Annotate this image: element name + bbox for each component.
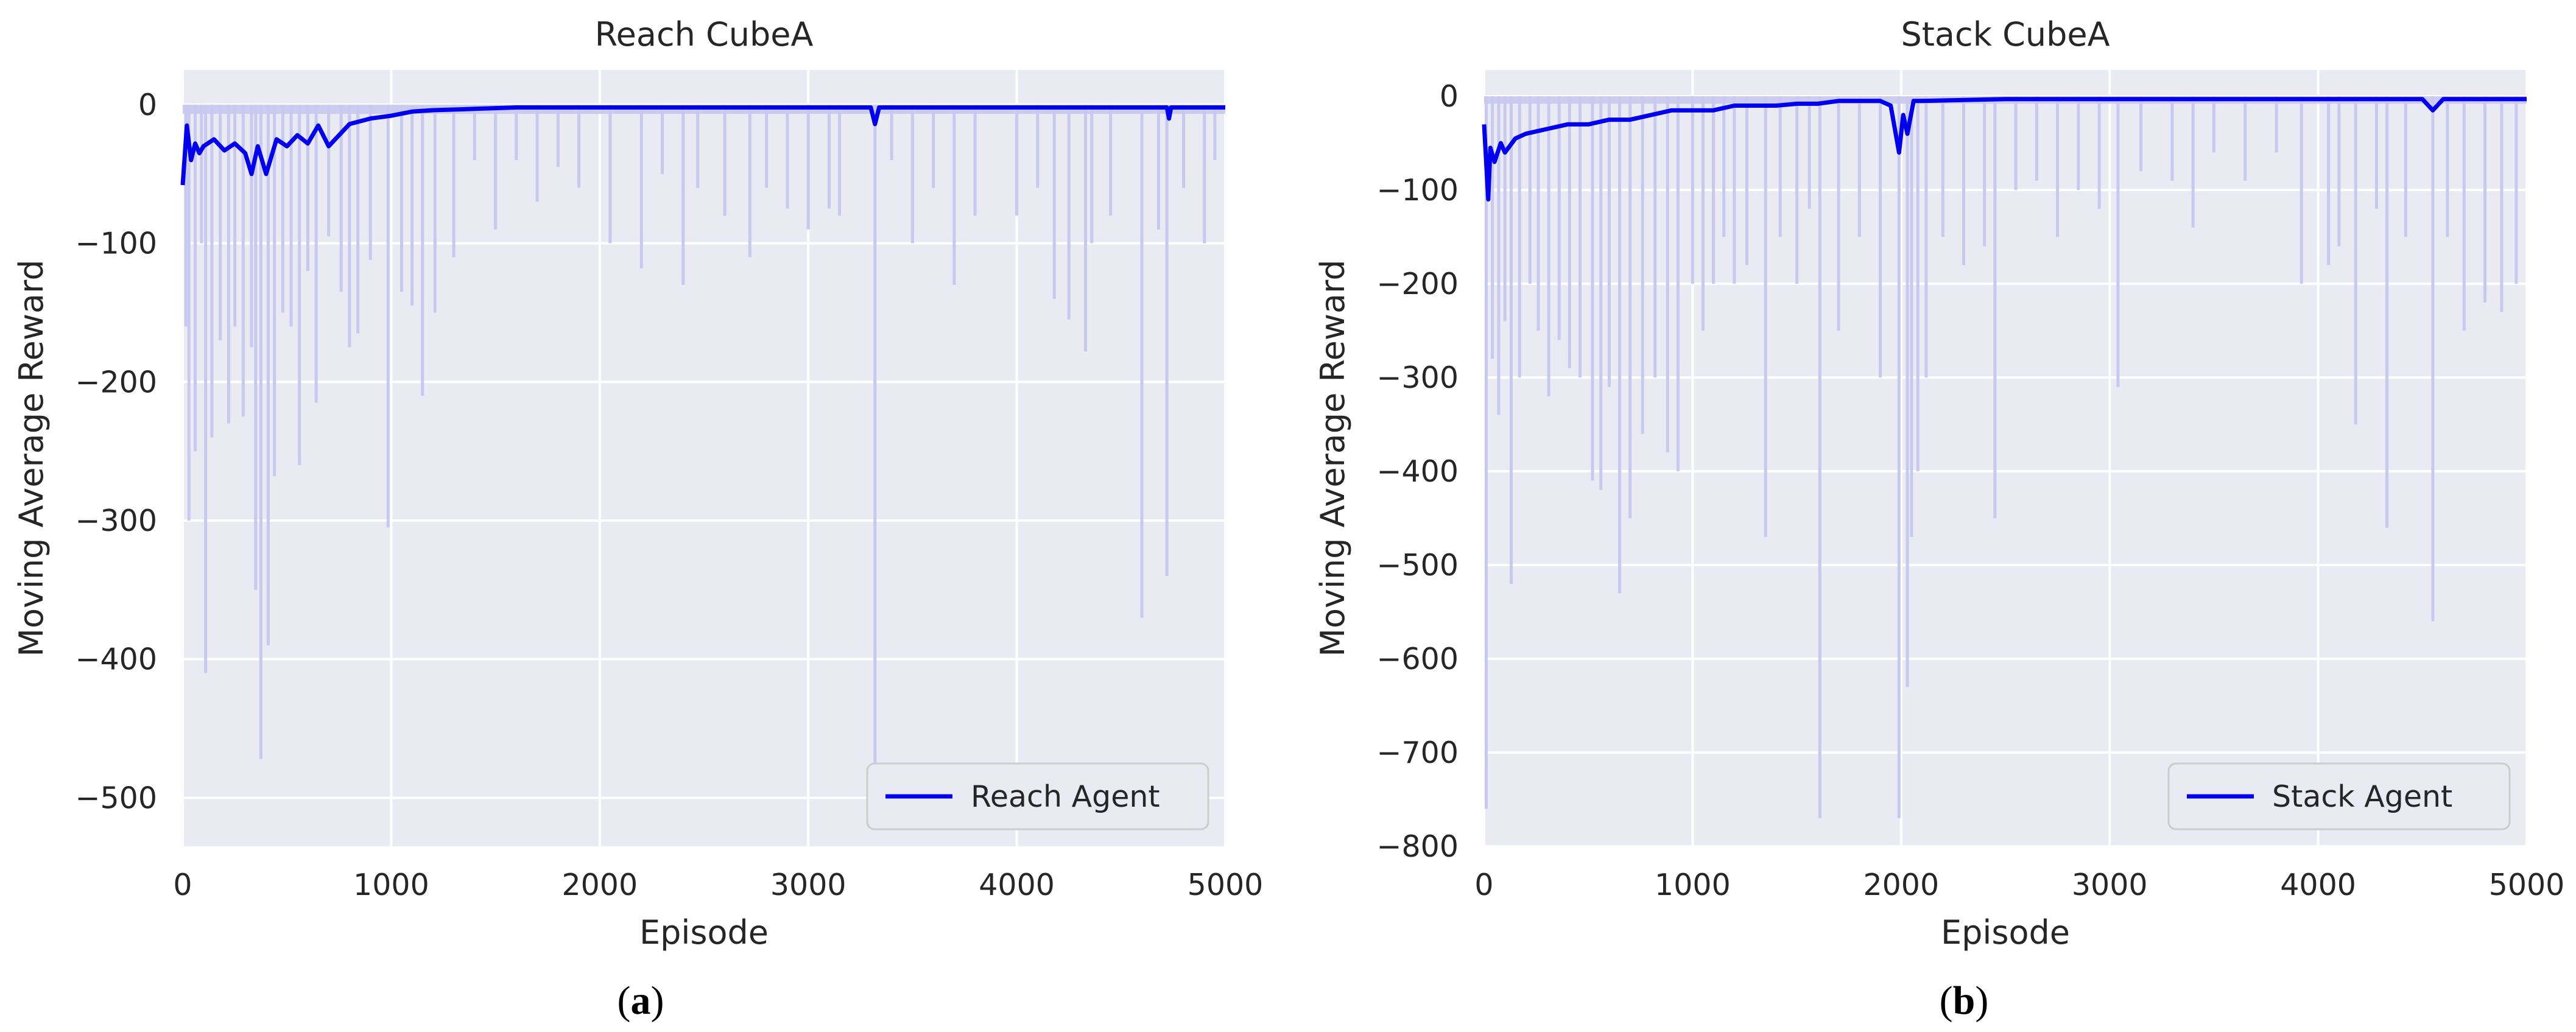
chart-title: Stack CubeA bbox=[1901, 15, 2110, 54]
x-tick-label: 2000 bbox=[1863, 868, 1939, 902]
x-axis-label: Episode bbox=[1941, 913, 2070, 952]
y-tick-label: −100 bbox=[1376, 173, 1459, 208]
x-tick-label: 3000 bbox=[770, 868, 846, 902]
y-tick-label: 0 bbox=[138, 88, 157, 122]
x-tick-label: 4000 bbox=[2280, 868, 2356, 902]
y-tick-labels: 0 −100 −200 −300 −400 −500 bbox=[75, 88, 157, 815]
caption-close-paren: ) bbox=[651, 978, 664, 1023]
legend: Stack Agent bbox=[2167, 762, 2511, 830]
y-tick-label: −100 bbox=[75, 226, 157, 261]
y-tick-label: −600 bbox=[1376, 642, 1459, 676]
legend-label: Stack Agent bbox=[2272, 779, 2452, 814]
y-tick-label: −500 bbox=[75, 781, 157, 815]
x-tick-label: 1000 bbox=[1655, 868, 1731, 902]
caption-letter: b bbox=[1953, 978, 1976, 1023]
y-axis-label: Moving Average Reward bbox=[12, 259, 51, 656]
moving-average-line bbox=[180, 105, 1225, 186]
panel-a: 0 1000 2000 3000 4000 5000 0 −100 −200 −300 −400 −… bbox=[12, 15, 1263, 1023]
x-tick-labels: 0 1000 2000 3000 4000 5000 bbox=[173, 868, 1263, 902]
panel-caption: (b) bbox=[1940, 978, 1989, 1023]
x-tick-label: 5000 bbox=[2489, 868, 2565, 902]
y-tick-label: −500 bbox=[1376, 548, 1459, 583]
y-tick-label: −400 bbox=[1376, 454, 1459, 489]
raw-reward-spikes bbox=[1484, 96, 2527, 818]
plot-area-background bbox=[1484, 70, 2527, 846]
panel-b: 0 1000 2000 3000 4000 5000 0 −100 −200 −300 −400 −… bbox=[1314, 15, 2564, 1023]
y-tick-label: 0 bbox=[1440, 79, 1459, 114]
y-tick-label: −700 bbox=[1376, 735, 1459, 770]
caption-letter: a bbox=[631, 978, 651, 1023]
y-tick-label: −300 bbox=[1376, 360, 1459, 395]
x-tick-label: 2000 bbox=[561, 868, 638, 902]
caption-open-paren: ( bbox=[618, 978, 631, 1023]
x-tick-label: 3000 bbox=[2072, 868, 2148, 902]
legend-box bbox=[2167, 762, 2511, 830]
y-axis-label: Moving Average Reward bbox=[1314, 259, 1352, 656]
panel-caption: (a) bbox=[618, 978, 664, 1023]
y-tick-label: −300 bbox=[75, 504, 157, 538]
caption-close-paren: ) bbox=[1975, 978, 1988, 1023]
x-tick-label: 5000 bbox=[1188, 868, 1264, 902]
y-tick-label: −800 bbox=[1376, 829, 1459, 864]
chart-title: Reach CubeA bbox=[595, 15, 814, 54]
legend-box bbox=[866, 762, 1209, 830]
legend: Reach Agent bbox=[866, 762, 1209, 830]
legend-label: Reach Agent bbox=[971, 779, 1160, 814]
y-tick-labels: 0 −100 −200 −300 −400 −500 −600 −700 −800 bbox=[1376, 79, 1459, 864]
x-tick-label: 4000 bbox=[979, 868, 1055, 902]
x-tick-label: 1000 bbox=[353, 868, 429, 902]
y-tick-label: −200 bbox=[1376, 267, 1459, 301]
y-tick-label: −200 bbox=[75, 365, 157, 399]
x-tick-label: 0 bbox=[173, 868, 192, 902]
x-tick-labels: 0 1000 2000 3000 4000 5000 bbox=[1474, 868, 2564, 902]
x-tick-label: 0 bbox=[1474, 868, 1493, 902]
y-tick-label: −400 bbox=[75, 642, 157, 677]
moving-average-line bbox=[1482, 97, 2527, 202]
caption-open-paren: ( bbox=[1940, 978, 1953, 1023]
x-axis-label: Episode bbox=[639, 913, 769, 952]
